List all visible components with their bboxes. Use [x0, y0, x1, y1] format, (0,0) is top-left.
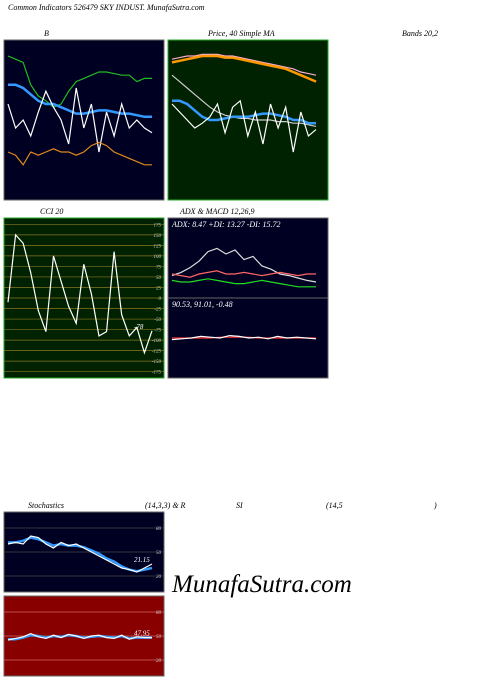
- series-line: [171, 54, 317, 83]
- mid-label: (14,5: [326, 501, 343, 510]
- price-label: Price, 40 Simple MA: [207, 29, 275, 38]
- series-line: [171, 247, 317, 283]
- y-tick-label: 75: [156, 265, 162, 270]
- series-line: [7, 233, 153, 355]
- series-line: [7, 632, 152, 641]
- y-tick-label: 20: [156, 575, 162, 580]
- panel: [3, 39, 165, 201]
- y-tick-label: -100: [152, 339, 162, 344]
- series-line: [7, 87, 153, 153]
- series-line: [171, 270, 316, 278]
- y-tick-label: 0: [159, 297, 162, 302]
- series-line: [7, 55, 152, 108]
- y-tick-label: 100: [154, 255, 162, 260]
- value-label: -78: [134, 323, 144, 331]
- y-tick-label: 20: [156, 659, 162, 664]
- y-tick-label: 50: [156, 276, 162, 281]
- panel-label: ADX & MACD 12,26,9: [179, 207, 254, 216]
- y-tick-label: -150: [152, 360, 162, 365]
- series-line: [7, 535, 153, 573]
- y-tick-label: 150: [154, 234, 162, 239]
- panel-label: CCI 20: [40, 207, 63, 216]
- series-line: [171, 278, 316, 288]
- panel-label: Stochastics: [28, 501, 64, 510]
- y-tick-label: -25: [154, 308, 161, 313]
- mid-label: (14,3,3) & R: [145, 501, 186, 510]
- value-label: 47.95: [134, 630, 150, 638]
- y-tick-label: -50: [154, 318, 161, 323]
- mid-label: ): [433, 501, 437, 510]
- series-line: [7, 141, 152, 166]
- series-line: [171, 53, 317, 76]
- title: Common Indicators 526479 SKY INDUST. Mun…: [8, 3, 205, 12]
- y-tick-label: 125: [154, 244, 162, 249]
- y-tick-label: 50: [156, 635, 162, 640]
- watermark: MunafaSutra.com: [171, 571, 352, 598]
- value-label: 21.15: [134, 556, 150, 564]
- y-tick-label: 175: [154, 223, 162, 228]
- y-tick-label: 80: [156, 611, 162, 616]
- y-tick-label: -125: [152, 350, 162, 355]
- series-line: [171, 99, 317, 153]
- y-tick-label: -175: [152, 371, 162, 376]
- y-tick-label: 50: [156, 551, 162, 556]
- series-line: [8, 83, 152, 119]
- series-line: [171, 334, 317, 341]
- panel-info: ADX: 8.47 +DI: 13.27 -DI: 15.72: [171, 220, 281, 229]
- mid-label: SI: [236, 501, 243, 510]
- y-tick-label: 80: [156, 527, 162, 532]
- bb-label: B: [44, 29, 49, 38]
- bb-right-label: Bands 20,2: [402, 29, 438, 38]
- y-tick-label: -75: [154, 329, 161, 334]
- y-tick-label: 25: [156, 286, 162, 291]
- panel-info: 90.53, 91.01, -0.48: [172, 300, 233, 309]
